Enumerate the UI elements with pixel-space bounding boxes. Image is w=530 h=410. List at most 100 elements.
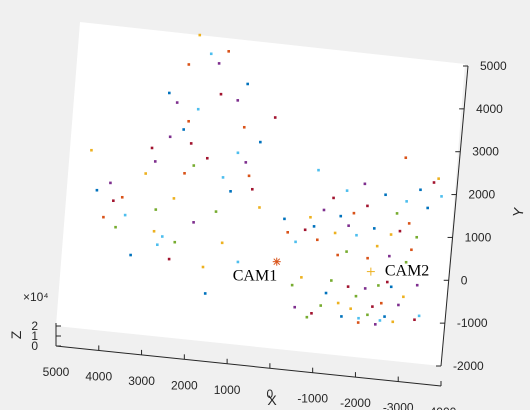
data-point [316,238,319,242]
data-point [187,119,190,123]
x-tick-label: -4000 [426,405,457,410]
data-point [317,168,320,172]
x-tick-label: 3000 [128,374,155,388]
data-point [192,164,196,167]
data-point [437,177,440,180]
z-axis-label: Z [8,330,24,339]
data-point [220,241,224,245]
data-point [153,160,157,163]
y-tick-label: 0 [461,273,468,287]
data-point [426,206,429,210]
data-point [236,260,240,264]
data-point [183,171,186,175]
data-point [187,63,191,66]
data-point [173,240,177,244]
x-axis-label: X [267,392,277,408]
data-point [339,214,343,218]
data-point [160,235,164,238]
axes [55,65,469,387]
data-point [217,62,221,65]
data-point [244,161,248,164]
z-tick-label: 1 [31,329,38,343]
data-point [273,116,277,119]
data-point [349,307,352,310]
data-point [168,91,171,95]
data-point [247,174,251,178]
y-tick-label: -1000 [457,316,488,330]
tick-labels: 5000 4000 3000 2000 1000 0 -1000 -2000 -3000 -400… [31,59,507,410]
x-tick-label: -3000 [383,401,414,410]
data-point [404,156,408,160]
data-point [236,151,240,155]
data-point [309,215,312,219]
y-tick-label: 4000 [476,102,503,116]
data-point [227,50,230,53]
data-point [352,211,356,215]
data-point [258,206,261,209]
y-axis-line [440,65,469,367]
data-point [189,142,193,145]
data-point [209,52,213,56]
data-point [290,283,294,287]
data-point [250,187,254,191]
data-point [168,135,172,139]
data-point [378,319,382,322]
data-point [345,189,349,192]
data-point [201,265,205,269]
camera-marker-stroke [273,258,281,266]
data-point [129,253,132,257]
x-tick-label: -1000 [297,392,328,406]
data-point [402,295,405,299]
data-point [286,230,290,234]
data-point [310,312,313,315]
data-point [192,221,195,224]
data-point [102,215,105,219]
data-point [150,146,154,150]
data-point [196,107,200,111]
data-point [95,188,99,192]
y-tick-label: 3000 [472,145,499,159]
data-point [347,224,350,227]
data-point [356,321,360,324]
data-point [389,285,393,289]
z-axis-multiplier: ×10⁴ [23,290,49,304]
data-point [324,291,328,295]
data-point [123,213,127,217]
data-point [259,140,262,144]
data-point [283,217,286,221]
data-point [221,176,225,179]
z-tick-label: 2 [31,319,38,333]
x-tick-label: 4000 [85,369,112,383]
camera-markers: CAM1 CAM2 [233,257,429,285]
data-point [340,315,343,318]
data-point [332,196,335,200]
data-point [432,181,436,184]
data-point [404,260,408,264]
data-point [366,313,369,317]
data-point [152,229,156,233]
data-point [363,287,367,290]
y-tick-label: 2000 [468,188,495,202]
data-point [398,229,402,233]
data-point [366,256,369,260]
data-point [214,210,218,213]
data-point [354,294,358,298]
data-point [379,301,383,305]
data-point [303,228,307,232]
data-point [229,190,232,193]
data-point [175,101,179,104]
data-points [90,33,443,326]
data-point [305,315,309,319]
data-point [345,250,348,253]
data-point [330,279,333,282]
data-point [384,193,387,197]
data-point [242,125,246,129]
data-point [407,222,411,225]
data-point [346,285,350,288]
data-point [156,243,159,247]
data-point [198,33,202,37]
data-point [114,225,117,229]
data-point [300,276,303,279]
data-point [336,301,340,305]
data-point [109,181,112,185]
